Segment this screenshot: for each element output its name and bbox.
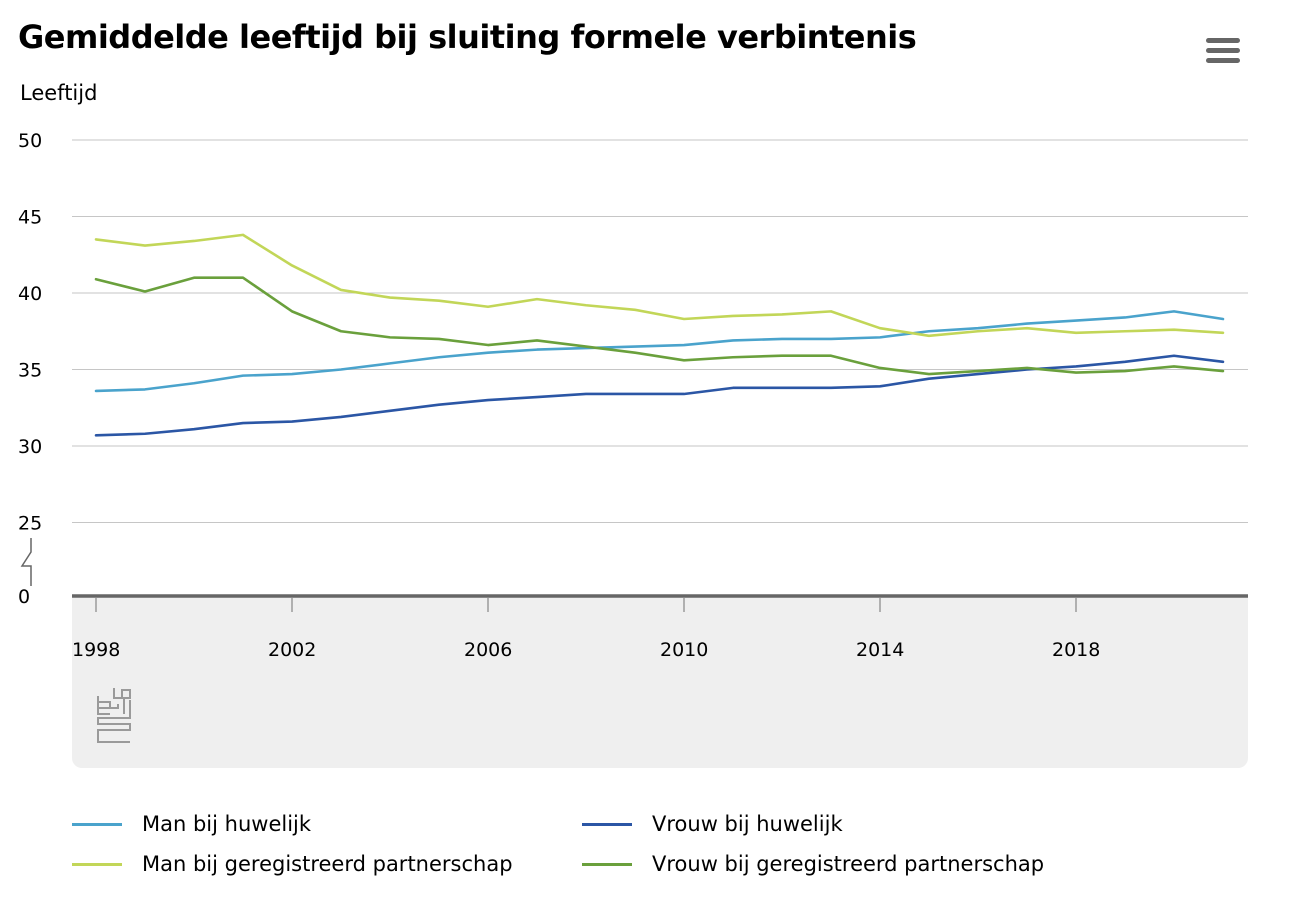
series-line-vrouw-bij-huwelijk bbox=[94, 354, 1225, 437]
series-line-man-bij-huwelijk bbox=[94, 310, 1225, 393]
cbs-logo-icon bbox=[97, 688, 131, 743]
legend-swatch bbox=[582, 862, 632, 866]
y-tick-label: 35 bbox=[18, 360, 42, 382]
y-tick-label: 0 bbox=[18, 586, 30, 608]
legend-item-vrouw-bij-geregistreerd-partnerschap[interactable]: Vrouw bij geregistreerd partnerschap bbox=[582, 846, 1044, 882]
legend-label: Man bij huwelijk bbox=[142, 812, 312, 836]
y-axis-label: Leeftijd bbox=[20, 81, 97, 105]
hamburger-menu-icon[interactable] bbox=[1206, 38, 1240, 68]
chart-legend: Man bij huwelijk Vrouw bij huwelijk Man bi… bbox=[72, 806, 1192, 886]
legend-swatch bbox=[72, 862, 122, 866]
legend-item-vrouw-bij-huwelijk[interactable]: Vrouw bij huwelijk bbox=[582, 806, 843, 842]
y-tick-label: 25 bbox=[18, 513, 42, 535]
y-tick-label: 45 bbox=[18, 207, 42, 229]
axis-break-icon bbox=[20, 538, 32, 586]
x-tick-label: 1998 bbox=[72, 639, 120, 661]
x-tick-label: 2010 bbox=[660, 639, 708, 661]
legend-swatch bbox=[582, 822, 632, 826]
legend-swatch bbox=[72, 822, 122, 826]
x-tick-label: 2018 bbox=[1052, 639, 1100, 661]
series-line-vrouw-bij-geregistreerd-partnerschap bbox=[94, 276, 1225, 376]
x-tick-label: 2006 bbox=[464, 639, 512, 661]
series-line-man-bij-geregistreerd-partnerschap bbox=[94, 233, 1225, 338]
chart-footer-area bbox=[72, 596, 1248, 768]
chart-title: Gemiddelde leeftijd bij sluiting formele… bbox=[18, 18, 917, 56]
legend-item-man-bij-geregistreerd-partnerschap[interactable]: Man bij geregistreerd partnerschap bbox=[72, 846, 513, 882]
line-chart: Leeftijd 0 25 30 35 40 45 50 1998 2002 2006 2010 201… bbox=[18, 81, 1248, 768]
y-tick-label: 30 bbox=[18, 436, 42, 458]
legend-item-man-bij-huwelijk[interactable]: Man bij huwelijk bbox=[72, 806, 311, 842]
x-tick-label: 2002 bbox=[268, 639, 316, 661]
legend-label: Man bij geregistreerd partnerschap bbox=[142, 852, 513, 876]
legend-label: Vrouw bij geregistreerd partnerschap bbox=[652, 852, 1045, 876]
legend-label: Vrouw bij huwelijk bbox=[652, 812, 843, 836]
x-tick-label: 2014 bbox=[856, 639, 904, 661]
y-tick-label: 40 bbox=[18, 283, 42, 305]
y-tick-label: 50 bbox=[18, 130, 42, 152]
chart-footer-area-top bbox=[72, 596, 1248, 608]
